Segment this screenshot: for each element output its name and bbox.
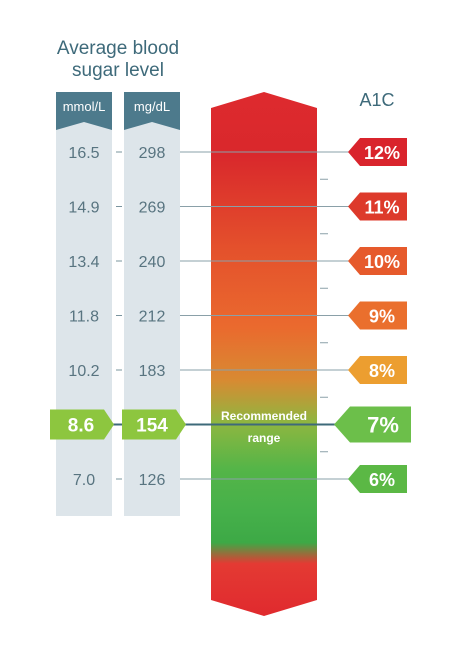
- mgdl-value: 183: [139, 363, 166, 380]
- mmol-column-notch: [56, 516, 112, 532]
- a1c-badge: [334, 406, 411, 443]
- mmol-column-label: mmol/L: [63, 99, 106, 114]
- mmol-column: mmol/L: [56, 92, 112, 532]
- value-rows: 16.5 298 12%14.9 269 11%13.4 240 10%11.8 212 9%1…: [50, 138, 411, 493]
- a1c-badge: [348, 138, 407, 166]
- a1c-minor-ticks: [320, 178, 328, 453]
- mgdl-column-notch: [124, 516, 180, 532]
- a1c-value: 12%: [364, 143, 400, 163]
- mgdl-highlight-badge: [122, 409, 186, 440]
- mmol-value: 13.4: [68, 254, 99, 271]
- a1c-value: 7%: [367, 413, 399, 438]
- mgdl-value: 240: [139, 254, 166, 271]
- mmol-column-header: [56, 92, 112, 130]
- a1c-value: 8%: [369, 361, 395, 381]
- a1c-badge: [348, 301, 407, 330]
- a1c-value: 10%: [364, 252, 400, 272]
- mgdl-column-body: [124, 120, 180, 520]
- a1c-badge: [348, 465, 407, 493]
- recommended-range-label-line2: range: [248, 431, 281, 445]
- a1c-value: 11%: [364, 198, 399, 218]
- a1c-badge: [348, 247, 407, 275]
- mmol-value: 8.6: [68, 416, 94, 437]
- mgdl-value: 154: [136, 416, 168, 437]
- a1c-badge: [348, 192, 407, 221]
- mgdl-value: 126: [139, 472, 166, 489]
- recommended-range-label-line1: Recommended: [221, 409, 307, 423]
- mmol-highlight-badge: [50, 409, 114, 440]
- mgdl-value: 298: [139, 145, 166, 162]
- mgdl-column-label: mg/dL: [134, 99, 170, 114]
- mgdl-value: 269: [139, 200, 166, 217]
- mmol-value: 14.9: [68, 200, 99, 217]
- mmol-value: 10.2: [68, 363, 99, 380]
- mmol-value: 7.0: [73, 472, 95, 489]
- mgdl-column: mg/dL: [124, 92, 180, 532]
- a1c-gradient-bar: [211, 92, 317, 616]
- value-row: 8.6 154 7%: [50, 406, 411, 443]
- value-row: 7.0 126 6%: [73, 465, 407, 493]
- value-row: 10.2 183 8%: [68, 356, 407, 384]
- value-row: 14.9 269 11%: [68, 192, 407, 221]
- mmol-value: 16.5: [68, 145, 99, 162]
- mgdl-column-header: [124, 92, 180, 130]
- a1c-label: A1C: [359, 90, 394, 110]
- a1c-badge: [348, 356, 407, 384]
- a1c-value: 9%: [369, 307, 395, 327]
- chart-title-line1: Average blood: [57, 38, 179, 59]
- value-row: 11.8 212 9%: [69, 301, 407, 330]
- mmol-column-body: [56, 120, 112, 520]
- mmol-value: 11.8: [69, 309, 99, 326]
- mgdl-value: 212: [139, 309, 166, 326]
- chart-title-line2: sugar level: [72, 60, 164, 81]
- value-row: 13.4 240 10%: [68, 247, 407, 275]
- a1c-value: 6%: [369, 470, 395, 490]
- value-row: 16.5 298 12%: [68, 138, 407, 166]
